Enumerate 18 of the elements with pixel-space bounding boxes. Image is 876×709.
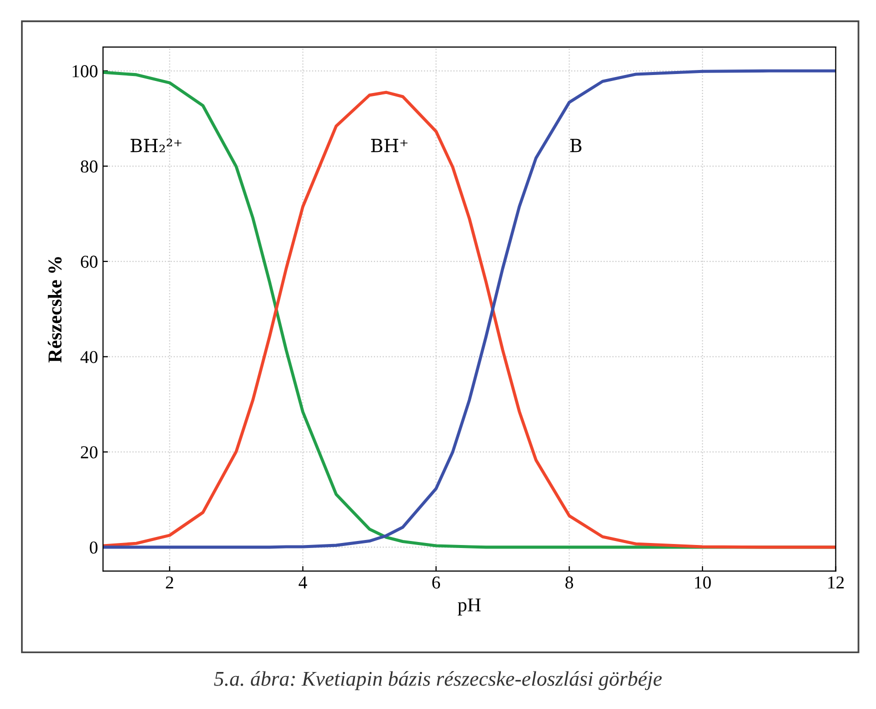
x-tick-label: 12: [828, 576, 844, 588]
x-tick-label: 10: [695, 576, 711, 589]
x-tick-label: 4: [298, 576, 308, 588]
y-tick-label: 60: [80, 256, 98, 268]
y-axis-title: Részecske %: [48, 257, 62, 362]
text: 5.a. ábra: Kvetiapin bázis részecske-eloszlási görbéje: [214, 671, 662, 690]
x-tick-label: 2: [166, 576, 174, 588]
x-tick-label: 6: [432, 576, 440, 589]
x-tick-label: 8: [565, 576, 574, 589]
y-tick-label: 40: [80, 350, 98, 364]
series-label: BH⁺: [371, 138, 408, 152]
y-tick-label: 80: [80, 160, 98, 173]
y-tick-label: 20: [80, 446, 98, 458]
x-axis-title: pH: [458, 598, 481, 616]
series-label: BH₂²⁺: [130, 138, 182, 152]
series-label: B: [570, 138, 582, 152]
y-tick-label: 0: [90, 541, 98, 554]
y-tick-label: 100: [72, 65, 98, 78]
